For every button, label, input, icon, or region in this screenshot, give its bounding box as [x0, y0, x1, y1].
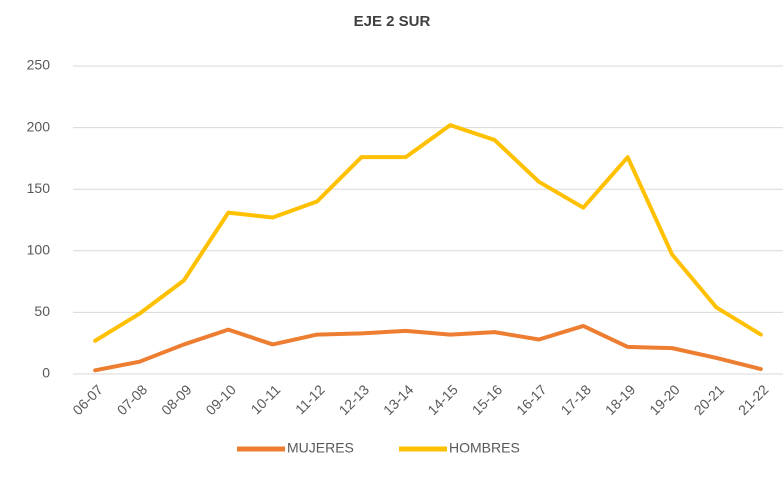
x-tick-label: 10-11	[248, 381, 284, 417]
x-tick-label: 11-12	[292, 381, 328, 417]
x-tick-label: 18-19	[602, 381, 639, 418]
x-tick-label: 20-21	[691, 381, 728, 418]
y-tick-label: 50	[34, 303, 50, 319]
y-tick-label: 200	[27, 118, 51, 134]
x-tick-label: 06-07	[69, 381, 106, 418]
x-tick-label: 13-14	[380, 381, 417, 418]
x-tick-label: 16-17	[513, 381, 550, 418]
x-tick-label: 17-18	[557, 381, 594, 418]
x-tick-label: 19-20	[646, 381, 683, 418]
y-tick-label: 250	[27, 57, 51, 73]
x-tick-label: 15-16	[469, 381, 506, 418]
legend-label: HOMBRES	[449, 440, 520, 456]
y-tick-label: 100	[27, 242, 51, 258]
data-line	[93, 123, 763, 343]
legend-label: MUJERES	[287, 440, 354, 456]
x-tick-label: 21-22	[735, 381, 772, 418]
x-tick-label: 08-09	[158, 381, 195, 418]
y-tick-label: 150	[27, 180, 51, 196]
y-tick-label: 0	[42, 365, 50, 381]
x-tick-label: 14-15	[424, 381, 461, 418]
x-tick-label: 09-10	[202, 381, 239, 418]
x-tick-label: 12-13	[336, 381, 373, 418]
data-line	[93, 323, 763, 373]
x-tick-label: 07-08	[114, 381, 151, 418]
chart-title: EJE 2 SUR	[354, 13, 431, 30]
